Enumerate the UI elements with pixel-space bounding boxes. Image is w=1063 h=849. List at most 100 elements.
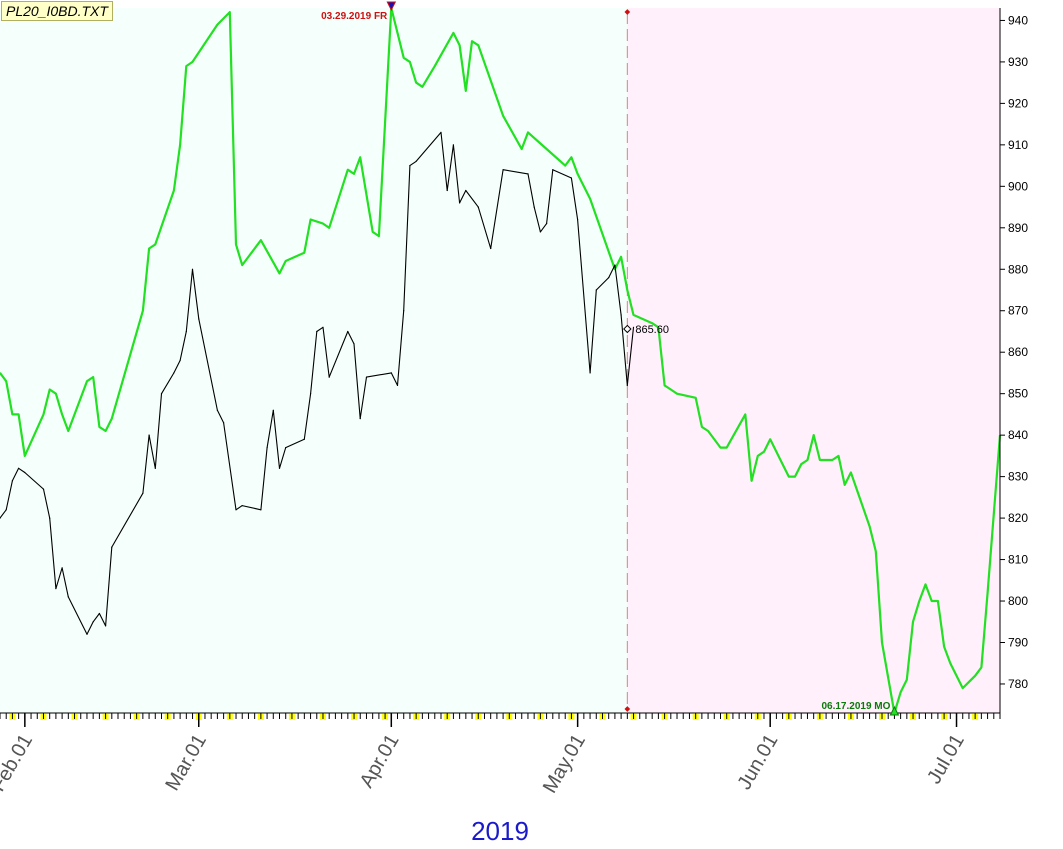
black-series-point [303, 438, 305, 440]
black-series-point [160, 393, 163, 395]
x-tick-label: Mar.01 [161, 731, 211, 795]
black-series-point [98, 612, 100, 615]
y-tick-label: 800 [1008, 594, 1028, 608]
black-series-point [198, 318, 200, 320]
black-series-point [608, 277, 610, 279]
black-series-point [626, 384, 628, 386]
green-series-point [695, 397, 697, 399]
black-series-point [527, 173, 529, 175]
black-series-point [409, 165, 411, 167]
black-series-point [42, 488, 45, 490]
green-series-point [701, 426, 703, 428]
green-series-point [626, 289, 628, 291]
green-series-point [564, 165, 566, 167]
green-series-point [5, 380, 7, 382]
y-tick-label: 840 [1008, 428, 1028, 442]
green-series-point [359, 156, 361, 158]
green-series-point [278, 272, 281, 274]
black-series-point [235, 509, 237, 511]
green-series-point [347, 169, 349, 171]
x-tick-label: Jun.01 [733, 731, 782, 794]
black-series-point [148, 434, 150, 436]
green-series-point [452, 32, 454, 34]
green-series-point [726, 447, 728, 449]
green-series-point [521, 148, 523, 150]
green-series-point [707, 430, 709, 432]
black-series-point [614, 264, 616, 266]
green-series-point [11, 413, 13, 415]
green-series-point [918, 600, 920, 602]
black-series-point [570, 177, 573, 179]
green-series-point [782, 463, 784, 465]
black-series-point [533, 206, 535, 208]
green-series-point [465, 90, 467, 92]
black-series-point [502, 169, 504, 171]
black-series-point [403, 310, 405, 312]
forecast-divider-group [624, 9, 631, 712]
black-series-point [546, 223, 548, 225]
green-series-point [924, 583, 927, 586]
green-series-point [18, 413, 20, 415]
green-series-point [310, 218, 312, 221]
green-series-point [173, 189, 175, 192]
green-series-point [142, 310, 144, 312]
green-series-point [763, 451, 765, 453]
black-series-point [11, 480, 13, 482]
green-series-point [421, 86, 423, 88]
black-series-point [589, 372, 591, 374]
black-series-point [105, 625, 107, 627]
black-series-point [632, 326, 635, 328]
green-series-point [235, 243, 237, 245]
y-tick-label: 880 [1008, 262, 1028, 276]
green-series-point [974, 675, 976, 677]
future-period-background [627, 8, 1000, 713]
green-series-point [825, 459, 827, 461]
green-series-point [105, 430, 107, 432]
green-series-point [912, 621, 914, 623]
green-series-point [415, 82, 417, 84]
black-series-point [577, 218, 579, 221]
black-series-point [55, 588, 57, 590]
black-series-point [5, 509, 7, 511]
green-series-point [61, 413, 63, 415]
y-tick-label: 850 [1008, 387, 1028, 401]
low-arrow-icon [889, 705, 900, 716]
green-series-point [676, 393, 678, 395]
green-series-point [869, 525, 871, 528]
black-series-point [185, 330, 187, 333]
black-series-point [173, 372, 175, 374]
green-series-point [943, 646, 945, 648]
black-series-point [24, 471, 26, 474]
y-tick-label: 940 [1008, 13, 1028, 27]
black-series-point [61, 567, 63, 569]
green-series-point [372, 231, 374, 233]
black-series-point [18, 467, 20, 469]
green-series-point [931, 600, 933, 602]
x-tick-label: Jul.01 [923, 731, 969, 788]
black-series-point [452, 144, 454, 146]
green-series-point [55, 393, 57, 395]
black-series-point [477, 206, 479, 208]
series-group [0, 6, 1002, 715]
last-value-diamond-icon [623, 324, 632, 334]
green-series-point [837, 455, 840, 457]
green-series-point [577, 173, 579, 175]
black-series-point [415, 160, 417, 162]
green-series-point [900, 691, 902, 693]
black-series-point [260, 509, 262, 511]
divider-top-marker [624, 9, 631, 15]
x-tick-label: Feb.01 [0, 731, 37, 796]
black-series-point [142, 492, 144, 494]
black-series-point [241, 505, 243, 507]
x-tick-label: Apr.01 [356, 731, 404, 792]
annotations-group: 03.29.2019 FR 06.17.2019 MO 865.60 [321, 1, 900, 716]
high-arrow-icon [386, 1, 397, 12]
green-series-point [92, 376, 94, 378]
green-series-point [744, 413, 746, 415]
green-series-point [185, 65, 187, 67]
black-series-point [216, 409, 218, 411]
black-series-point [266, 447, 268, 449]
black-series-point [365, 376, 368, 378]
low-annotation: 06.17.2019 MO [821, 701, 890, 712]
black-series-point [595, 289, 597, 291]
